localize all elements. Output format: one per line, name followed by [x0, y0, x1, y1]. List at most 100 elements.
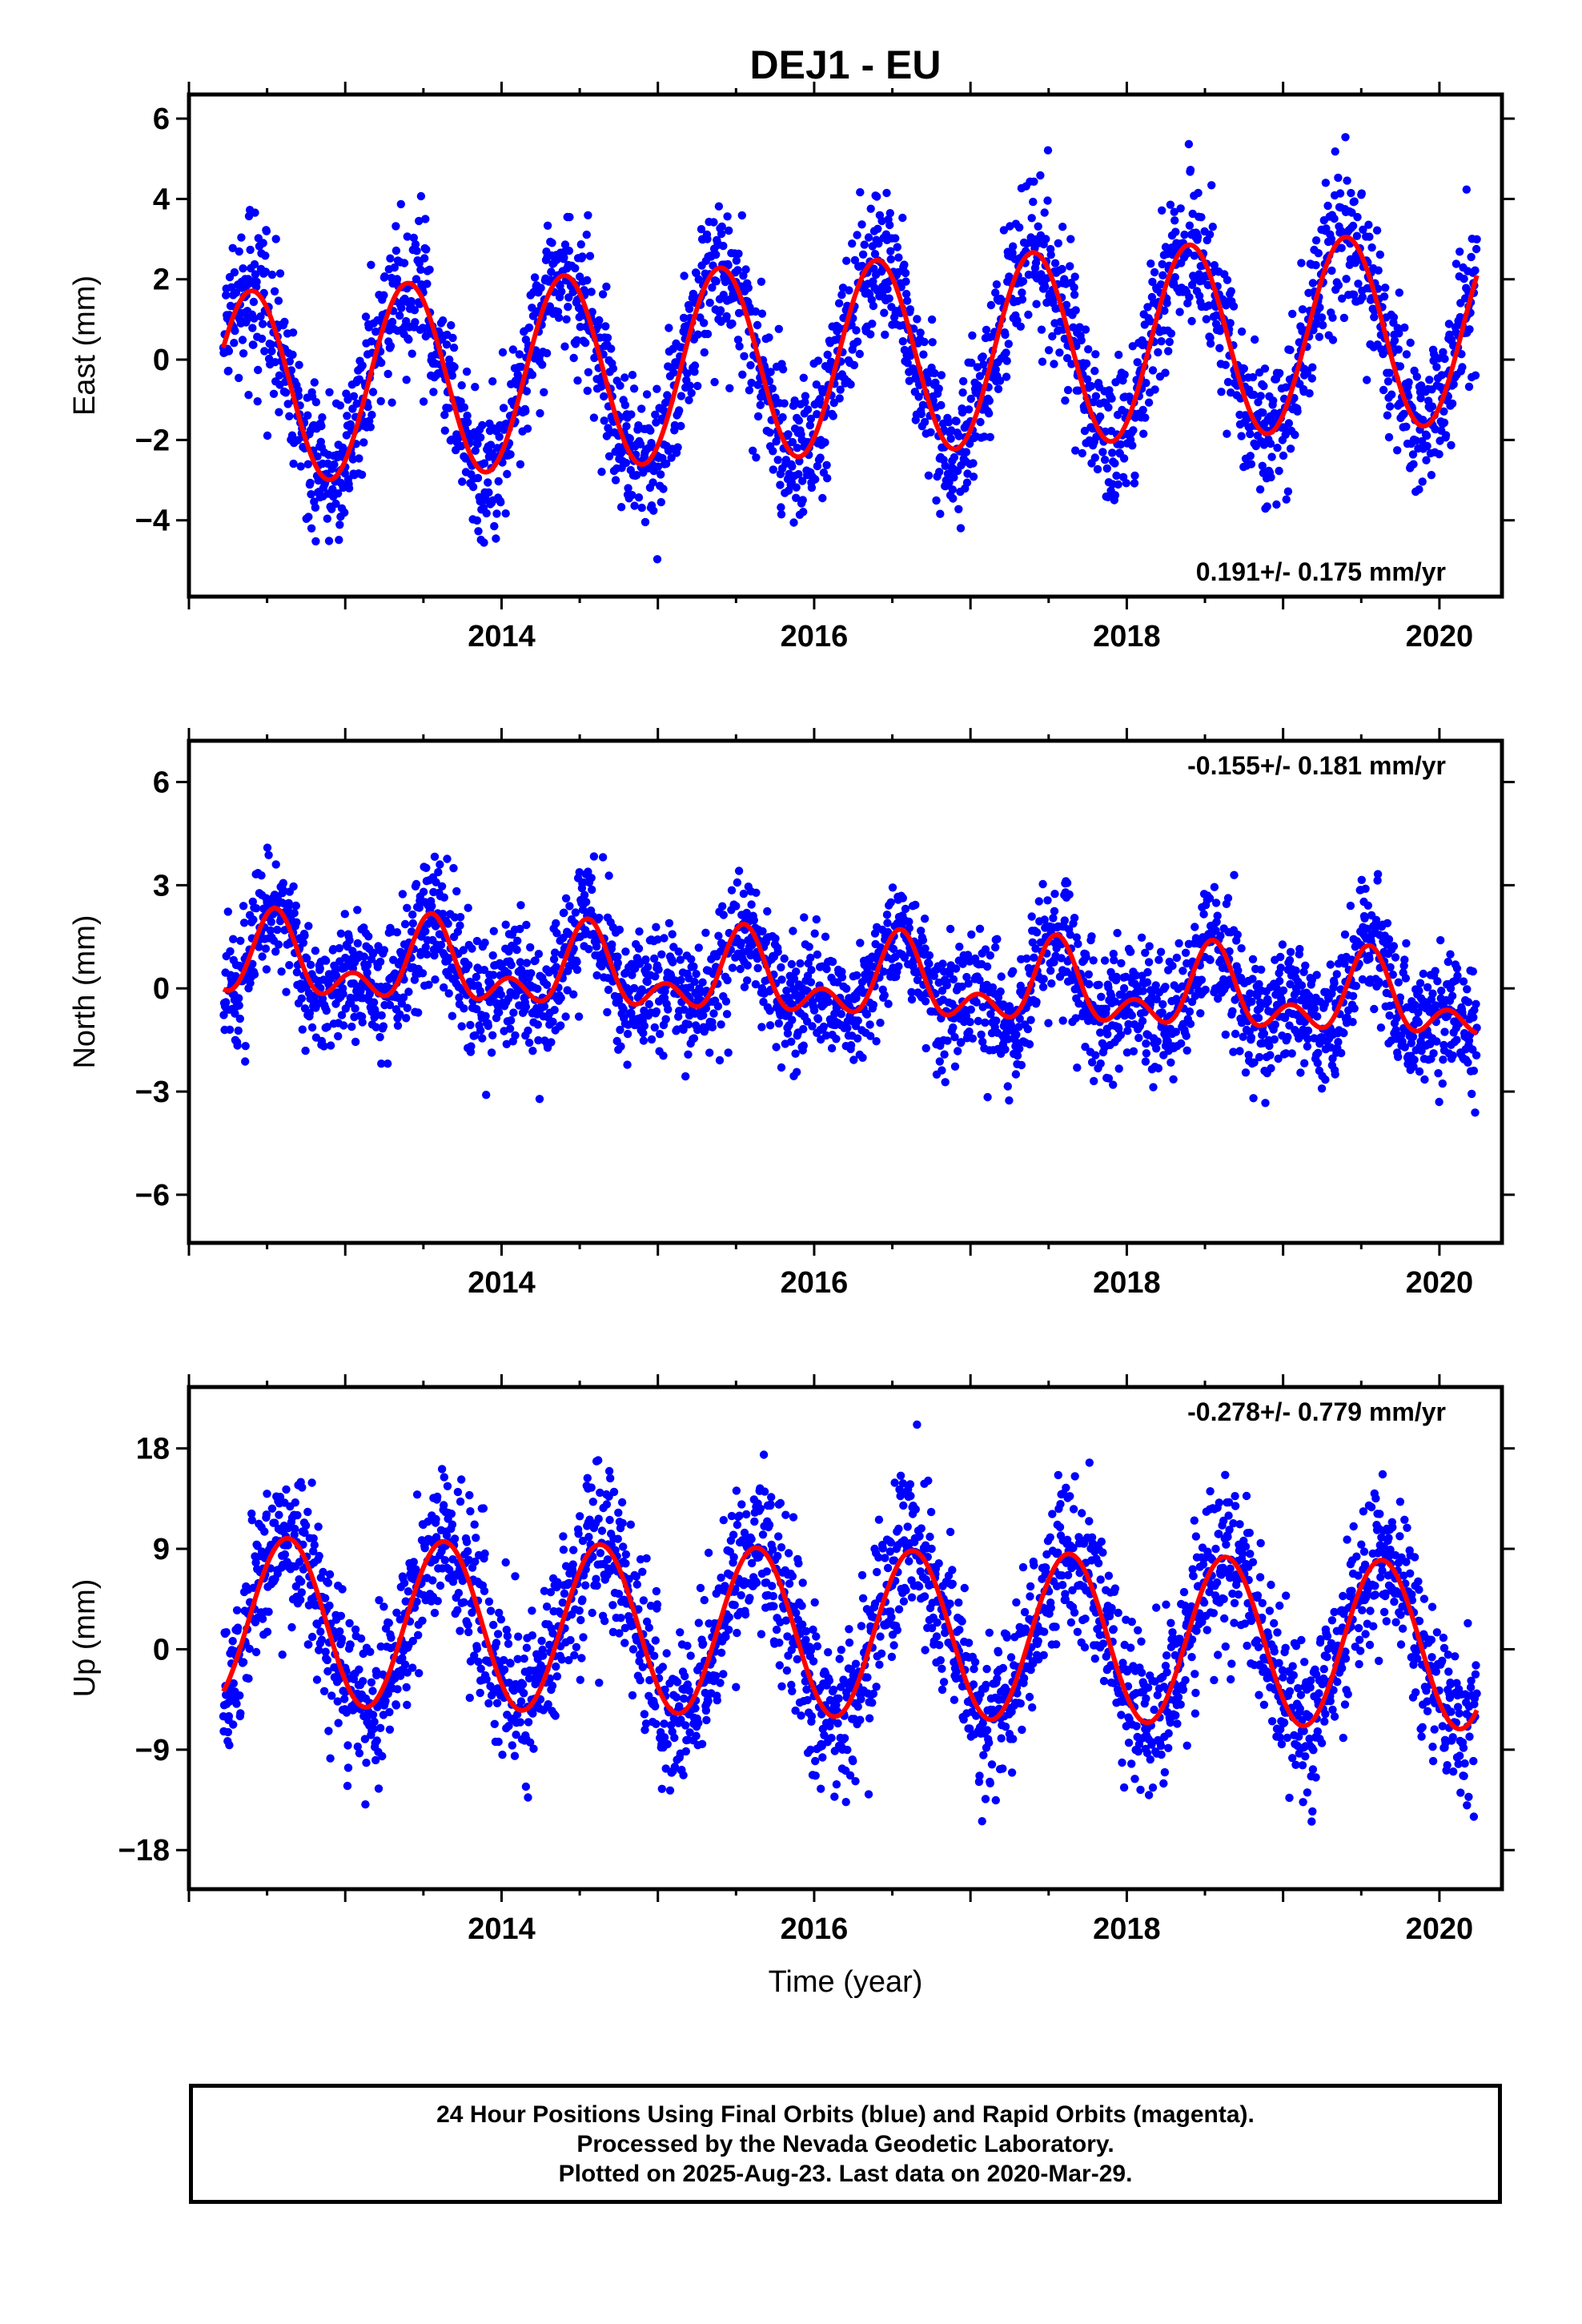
- data-point: [849, 360, 859, 370]
- data-point: [1112, 471, 1121, 480]
- data-point: [448, 1011, 457, 1020]
- data-point: [1018, 288, 1026, 297]
- data-point: [1104, 403, 1113, 412]
- data-point: [1040, 915, 1049, 924]
- data-point: [753, 963, 762, 973]
- data-point: [560, 240, 570, 249]
- data-point: [757, 309, 767, 318]
- data-point: [737, 211, 746, 220]
- data-point: [836, 385, 845, 394]
- data-point: [1263, 997, 1272, 1006]
- data-point: [1365, 232, 1374, 241]
- data-point: [391, 246, 401, 255]
- data-point: [940, 1050, 949, 1059]
- data-point: [310, 378, 319, 387]
- data-point: [582, 230, 591, 239]
- data-point: [377, 358, 386, 368]
- data-point: [1113, 928, 1122, 938]
- data-point: [1317, 1084, 1327, 1093]
- data-point: [285, 961, 294, 970]
- data-point: [1379, 385, 1388, 395]
- data-point: [1300, 1059, 1309, 1068]
- data-point: [335, 943, 343, 953]
- data-point: [642, 390, 652, 399]
- data-point: [1255, 485, 1265, 494]
- data-point: [873, 224, 882, 233]
- data-point: [1032, 997, 1041, 1007]
- data-point: [597, 468, 606, 476]
- data-point: [297, 994, 306, 1003]
- data-point: [414, 1008, 423, 1017]
- data-point: [1032, 928, 1042, 937]
- data-point: [1094, 980, 1103, 990]
- data-point: [722, 312, 731, 321]
- data-point: [1348, 1018, 1357, 1027]
- data-point: [718, 902, 727, 911]
- data-point: [1114, 350, 1123, 360]
- data-point: [1315, 332, 1324, 341]
- data-point: [952, 416, 961, 426]
- data-point: [490, 521, 499, 531]
- data-point: [468, 944, 476, 953]
- data-point: [458, 477, 467, 486]
- data-point: [921, 944, 930, 953]
- data-point: [1334, 280, 1343, 290]
- data-point: [974, 1016, 983, 1026]
- data-point: [288, 350, 297, 360]
- data-point: [1263, 502, 1271, 511]
- data-point: [1297, 259, 1306, 267]
- data-point: [1327, 266, 1336, 275]
- data-point: [918, 400, 928, 409]
- data-point: [616, 381, 624, 390]
- data-point: [643, 977, 652, 987]
- data-point: [303, 411, 312, 420]
- data-point: [250, 970, 259, 979]
- data-point: [1389, 313, 1399, 322]
- data-point: [1350, 1004, 1359, 1013]
- data-point: [1381, 283, 1390, 292]
- data-point: [421, 943, 430, 952]
- data-point: [466, 1020, 475, 1030]
- data-point: [714, 202, 724, 211]
- data-point: [1321, 1076, 1330, 1084]
- data-point: [527, 969, 536, 978]
- data-point: [1090, 453, 1100, 462]
- data-point: [708, 1023, 717, 1031]
- data-point: [1100, 456, 1110, 464]
- data-point: [640, 517, 650, 527]
- data-point: [1141, 413, 1150, 422]
- data-point: [386, 341, 396, 351]
- data-point: [335, 536, 343, 545]
- data-point: [1334, 173, 1343, 183]
- data-point: [991, 288, 1000, 297]
- data-point: [914, 392, 923, 401]
- data-point: [765, 333, 773, 342]
- data-point: [1044, 346, 1054, 355]
- data-point: [644, 963, 652, 971]
- data-point: [403, 903, 412, 913]
- data-point: [1050, 890, 1059, 899]
- data-point: [429, 388, 438, 396]
- data-point: [1251, 335, 1259, 344]
- data-point: [1182, 1031, 1191, 1040]
- data-point: [935, 1057, 945, 1066]
- data-point: [813, 950, 822, 959]
- data-point: [773, 947, 782, 956]
- data-point: [551, 948, 560, 957]
- data-point: [1293, 407, 1302, 416]
- data-point: [1037, 325, 1046, 334]
- data-point: [1015, 1014, 1024, 1023]
- data-point: [901, 268, 910, 278]
- data-point: [1081, 1043, 1090, 1051]
- data-point: [404, 987, 413, 996]
- data-point: [995, 376, 1005, 385]
- y-tick-label: −4: [135, 505, 170, 538]
- data-point: [949, 1023, 958, 1032]
- data-point: [1315, 303, 1324, 312]
- data-point: [564, 247, 574, 255]
- data-point: [638, 987, 647, 995]
- data-point: [639, 1028, 648, 1038]
- data-point: [371, 1011, 380, 1020]
- data-point: [803, 405, 813, 414]
- data-point: [367, 260, 375, 269]
